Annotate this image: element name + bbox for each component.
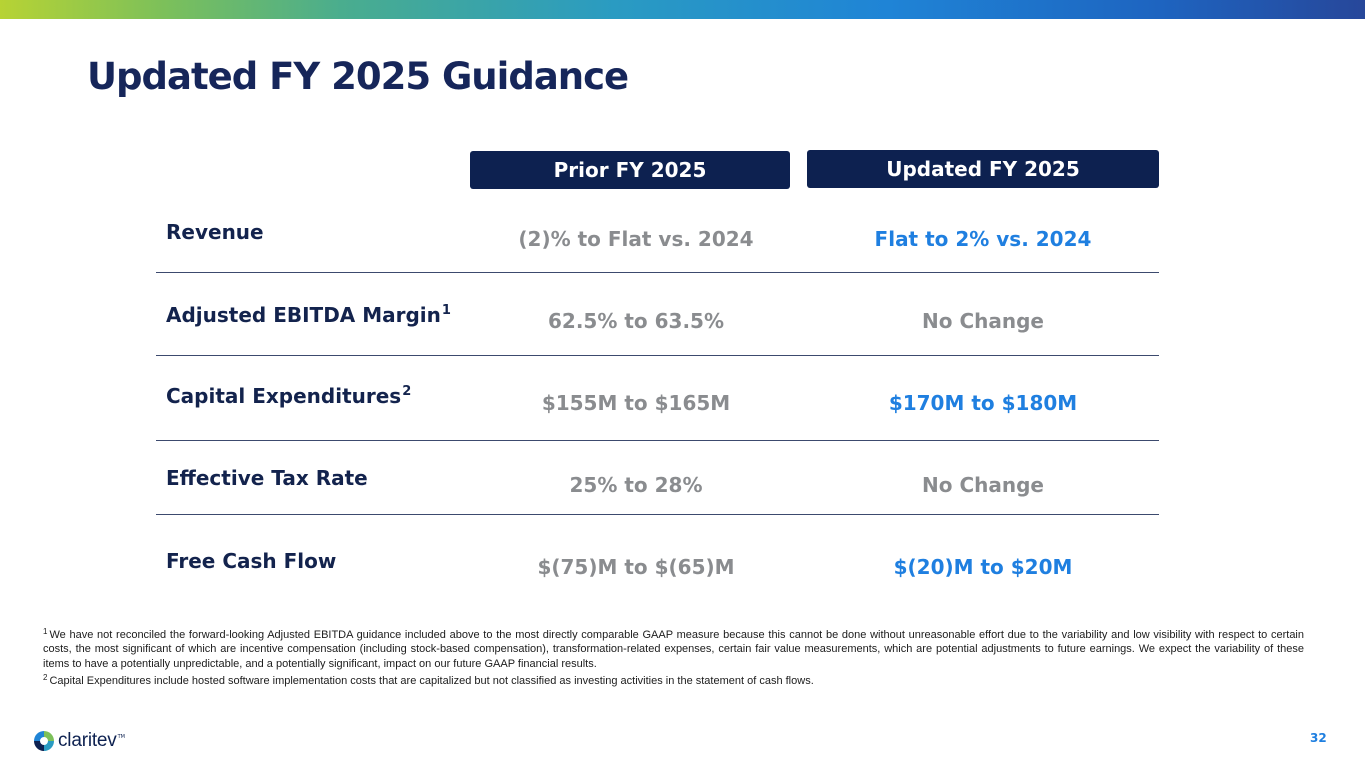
page-number: 32 [1310, 731, 1327, 745]
row-label-free-cash-flow: Free Cash Flow [166, 549, 337, 573]
row-label-effective-tax-rate: Effective Tax Rate [166, 466, 368, 490]
logo-trademark: TM [117, 734, 125, 740]
prior-value-revenue: (2)% to Flat vs. 2024 [518, 227, 754, 251]
footnote-2: 2 Capital Expenditures include hosted sof… [43, 673, 814, 688]
row-label-adjusted-ebitda-margin: Adjusted EBITDA Margin1 [166, 303, 451, 327]
logo-wordmark: claritev [58, 730, 117, 751]
row-divider [156, 514, 1159, 515]
row-divider [156, 272, 1159, 273]
prior-value-capital-expenditures: $155M to $165M [541, 391, 731, 415]
prior-value-free-cash-flow: $(75)M to $(65)M [537, 555, 735, 579]
updated-value-adjusted-ebitda-margin: No Change [922, 309, 1044, 333]
header-updated-fy2025: Updated FY 2025 [807, 150, 1159, 188]
row-label-capital-expenditures: Capital Expenditures2 [166, 384, 412, 408]
page-title: Updated FY 2025 Guidance [87, 55, 629, 98]
footnotes: 1 We have not reconciled the forward-look… [43, 625, 1304, 689]
updated-value-revenue: Flat to 2% vs. 2024 [874, 227, 1092, 251]
row-label-revenue: Revenue [166, 220, 264, 244]
row-divider [156, 355, 1159, 356]
row-divider [156, 440, 1159, 441]
prior-value-effective-tax-rate: 25% to 28% [569, 473, 703, 497]
claritev-logo: claritev TM [33, 730, 125, 752]
footnote-1: 1 We have not reconciled the forward-look… [43, 627, 1304, 670]
prior-value-adjusted-ebitda-margin: 62.5% to 63.5% [548, 309, 724, 333]
updated-value-effective-tax-rate: No Change [922, 473, 1044, 497]
updated-value-capital-expenditures: $170M to $180M [888, 391, 1078, 415]
top-gradient-bar [0, 0, 1365, 19]
header-prior-fy2025: Prior FY 2025 [470, 151, 790, 189]
claritev-logo-icon [34, 731, 54, 751]
updated-value-free-cash-flow: $(20)M to $20M [893, 555, 1073, 579]
